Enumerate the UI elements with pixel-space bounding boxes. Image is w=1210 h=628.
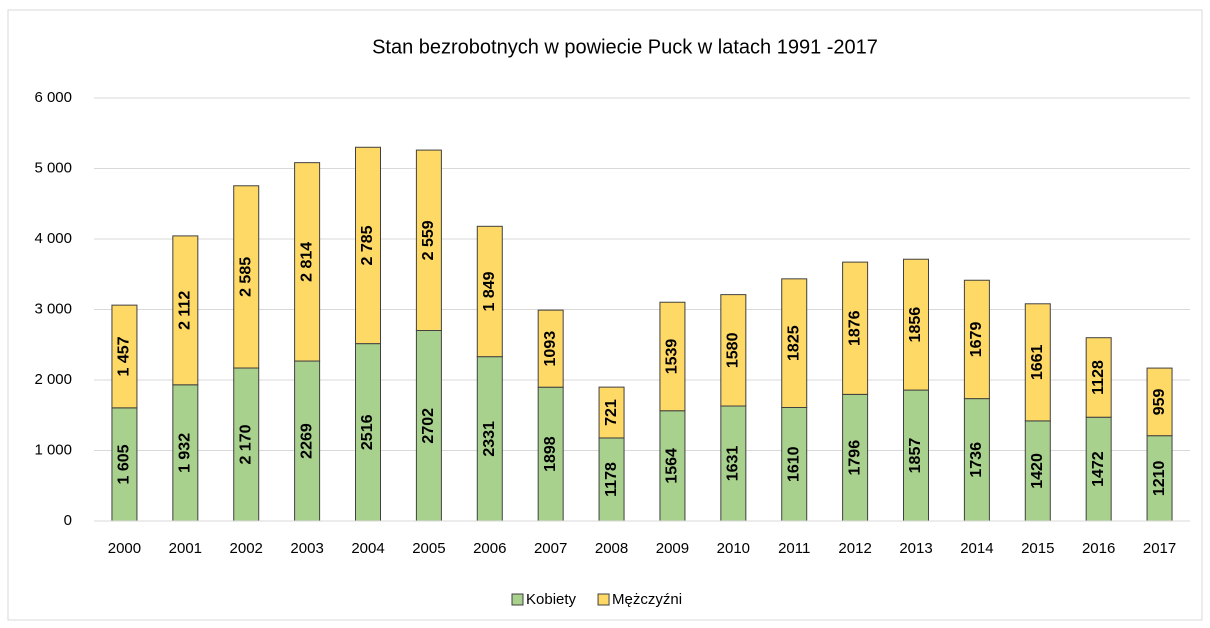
data-label: 1210 [1151, 460, 1168, 496]
data-label: 1093 [542, 331, 559, 367]
data-label: 1796 [846, 440, 863, 476]
y-tick-label: 1 000 [34, 441, 72, 458]
legend-swatch [511, 593, 524, 606]
data-label: 1420 [1029, 453, 1046, 489]
x-tick-label: 2010 [717, 540, 750, 557]
chart-title: Stan bezrobotnych w powiecie Puck w lata… [372, 36, 878, 58]
bar [172, 235, 199, 386]
data-label: 1 457 [116, 336, 133, 376]
bar [476, 356, 503, 522]
data-label: 1178 [603, 462, 620, 497]
bar [415, 149, 442, 332]
y-tick-label: 5 000 [34, 159, 72, 176]
x-tick-label: 2000 [108, 540, 141, 557]
legend-label: Mężczyźni [612, 591, 682, 608]
data-label: 1 932 [177, 433, 194, 473]
x-tick-label: 2013 [899, 540, 932, 557]
data-label: 1876 [846, 310, 863, 346]
bar [233, 185, 260, 369]
data-label: 1539 [664, 339, 681, 375]
data-label: 1564 [664, 448, 681, 484]
x-tick-label: 2008 [595, 540, 628, 557]
y-tick-label: 3 000 [34, 300, 72, 317]
data-label: 1736 [968, 442, 985, 478]
bar [842, 261, 869, 395]
data-label: 1857 [907, 438, 924, 474]
data-label: 2702 [420, 408, 437, 444]
data-label: 1661 [1029, 344, 1046, 380]
data-label: 1898 [542, 436, 559, 472]
x-tick-label: 2017 [1143, 540, 1176, 557]
data-label: 1580 [725, 332, 742, 368]
bar [111, 407, 138, 522]
x-tick-label: 2004 [351, 540, 384, 557]
bar [355, 343, 381, 522]
data-label: 2 585 [237, 257, 254, 297]
data-label: 1610 [785, 446, 802, 482]
bar [598, 386, 625, 439]
data-label: 1825 [785, 325, 802, 361]
data-label: 2516 [359, 414, 376, 450]
y-tick-label: 4 000 [34, 230, 72, 247]
bar [1146, 367, 1173, 437]
x-tick-label: 2002 [230, 540, 263, 557]
data-label: 2 559 [420, 220, 437, 260]
bar [903, 389, 929, 522]
data-label: 1679 [968, 322, 985, 358]
legend-label: Kobiety [526, 591, 577, 608]
bar [355, 146, 381, 345]
bar [537, 309, 564, 388]
bar [781, 278, 808, 408]
y-tick-label: 2 000 [34, 371, 72, 388]
x-tick-label: 2012 [838, 540, 871, 557]
bar [1146, 435, 1173, 522]
bar [415, 330, 442, 522]
x-tick-label: 2009 [656, 540, 689, 557]
bar [963, 398, 990, 522]
bar [476, 225, 503, 358]
bar [111, 304, 138, 409]
y-tick-label: 0 [64, 512, 72, 529]
data-label: 1631 [725, 446, 742, 482]
bar [294, 162, 321, 362]
x-tick-label: 2006 [473, 540, 506, 557]
bar [537, 386, 564, 522]
x-tick-label: 2015 [1021, 540, 1054, 557]
data-label: 2331 [481, 421, 498, 457]
x-tick-label: 2005 [412, 540, 445, 557]
bar [1024, 303, 1051, 422]
bar [720, 294, 747, 407]
data-label: 2 170 [237, 424, 254, 464]
data-label: 959 [1151, 388, 1168, 415]
data-label: 2 814 [298, 242, 315, 282]
x-tick-label: 2014 [960, 540, 993, 557]
data-label: 1 605 [116, 444, 133, 484]
x-tick-label: 2011 [778, 540, 810, 557]
bar [963, 279, 990, 400]
data-label: 2269 [298, 423, 315, 459]
bar [233, 367, 260, 522]
bar [659, 301, 686, 412]
data-label: 721 [603, 399, 620, 426]
data-label: 1128 [1090, 360, 1107, 395]
x-tick-label: 2003 [290, 540, 323, 557]
data-label: 1856 [907, 307, 924, 343]
x-tick-label: 2007 [534, 540, 567, 557]
x-tick-label: 2001 [169, 540, 202, 557]
x-tick-label: 2016 [1082, 540, 1115, 557]
data-label: 1 849 [481, 271, 498, 311]
bar [598, 437, 625, 522]
data-label: 1472 [1090, 451, 1107, 487]
bar [1085, 416, 1112, 522]
bar [172, 384, 199, 522]
bar [903, 258, 929, 391]
data-label: 2 112 [177, 291, 194, 330]
data-label: 2 785 [359, 225, 376, 265]
bar [1085, 337, 1112, 418]
bar [294, 360, 321, 522]
y-tick-label: 6 000 [34, 89, 72, 106]
legend-swatch [597, 593, 610, 606]
